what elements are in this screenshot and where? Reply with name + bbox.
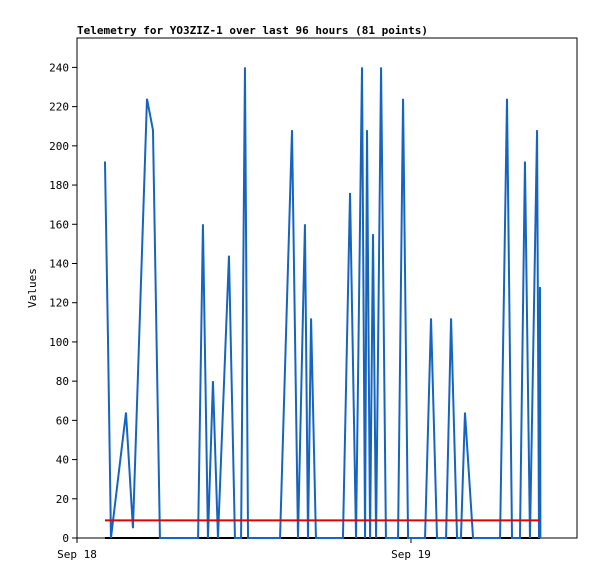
x-tick-label: Sep 19 [391, 548, 431, 561]
y-tick-label: 40 [56, 454, 69, 467]
y-tick-label: 120 [49, 297, 69, 310]
y-tick-label: 200 [49, 140, 69, 153]
y-tick-label: 100 [49, 336, 69, 349]
y-tick-label: 80 [56, 375, 69, 388]
y-tick-label: 60 [56, 414, 69, 427]
y-tick-label: 220 [49, 101, 69, 114]
chart-title: Telemetry for YO3ZIZ-1 over last 96 hour… [77, 24, 428, 37]
y-tick-label: 240 [49, 61, 69, 74]
y-tick-label: 180 [49, 179, 69, 192]
y-axis-label: Values [26, 268, 39, 308]
y-tick-label: 160 [49, 218, 69, 231]
x-tick-label: Sep 18 [57, 548, 97, 561]
line-series [103, 67, 542, 539]
y-tick-label: 140 [49, 257, 69, 270]
y-tick-label: 20 [56, 493, 69, 506]
y-tick-label: 0 [62, 532, 69, 545]
